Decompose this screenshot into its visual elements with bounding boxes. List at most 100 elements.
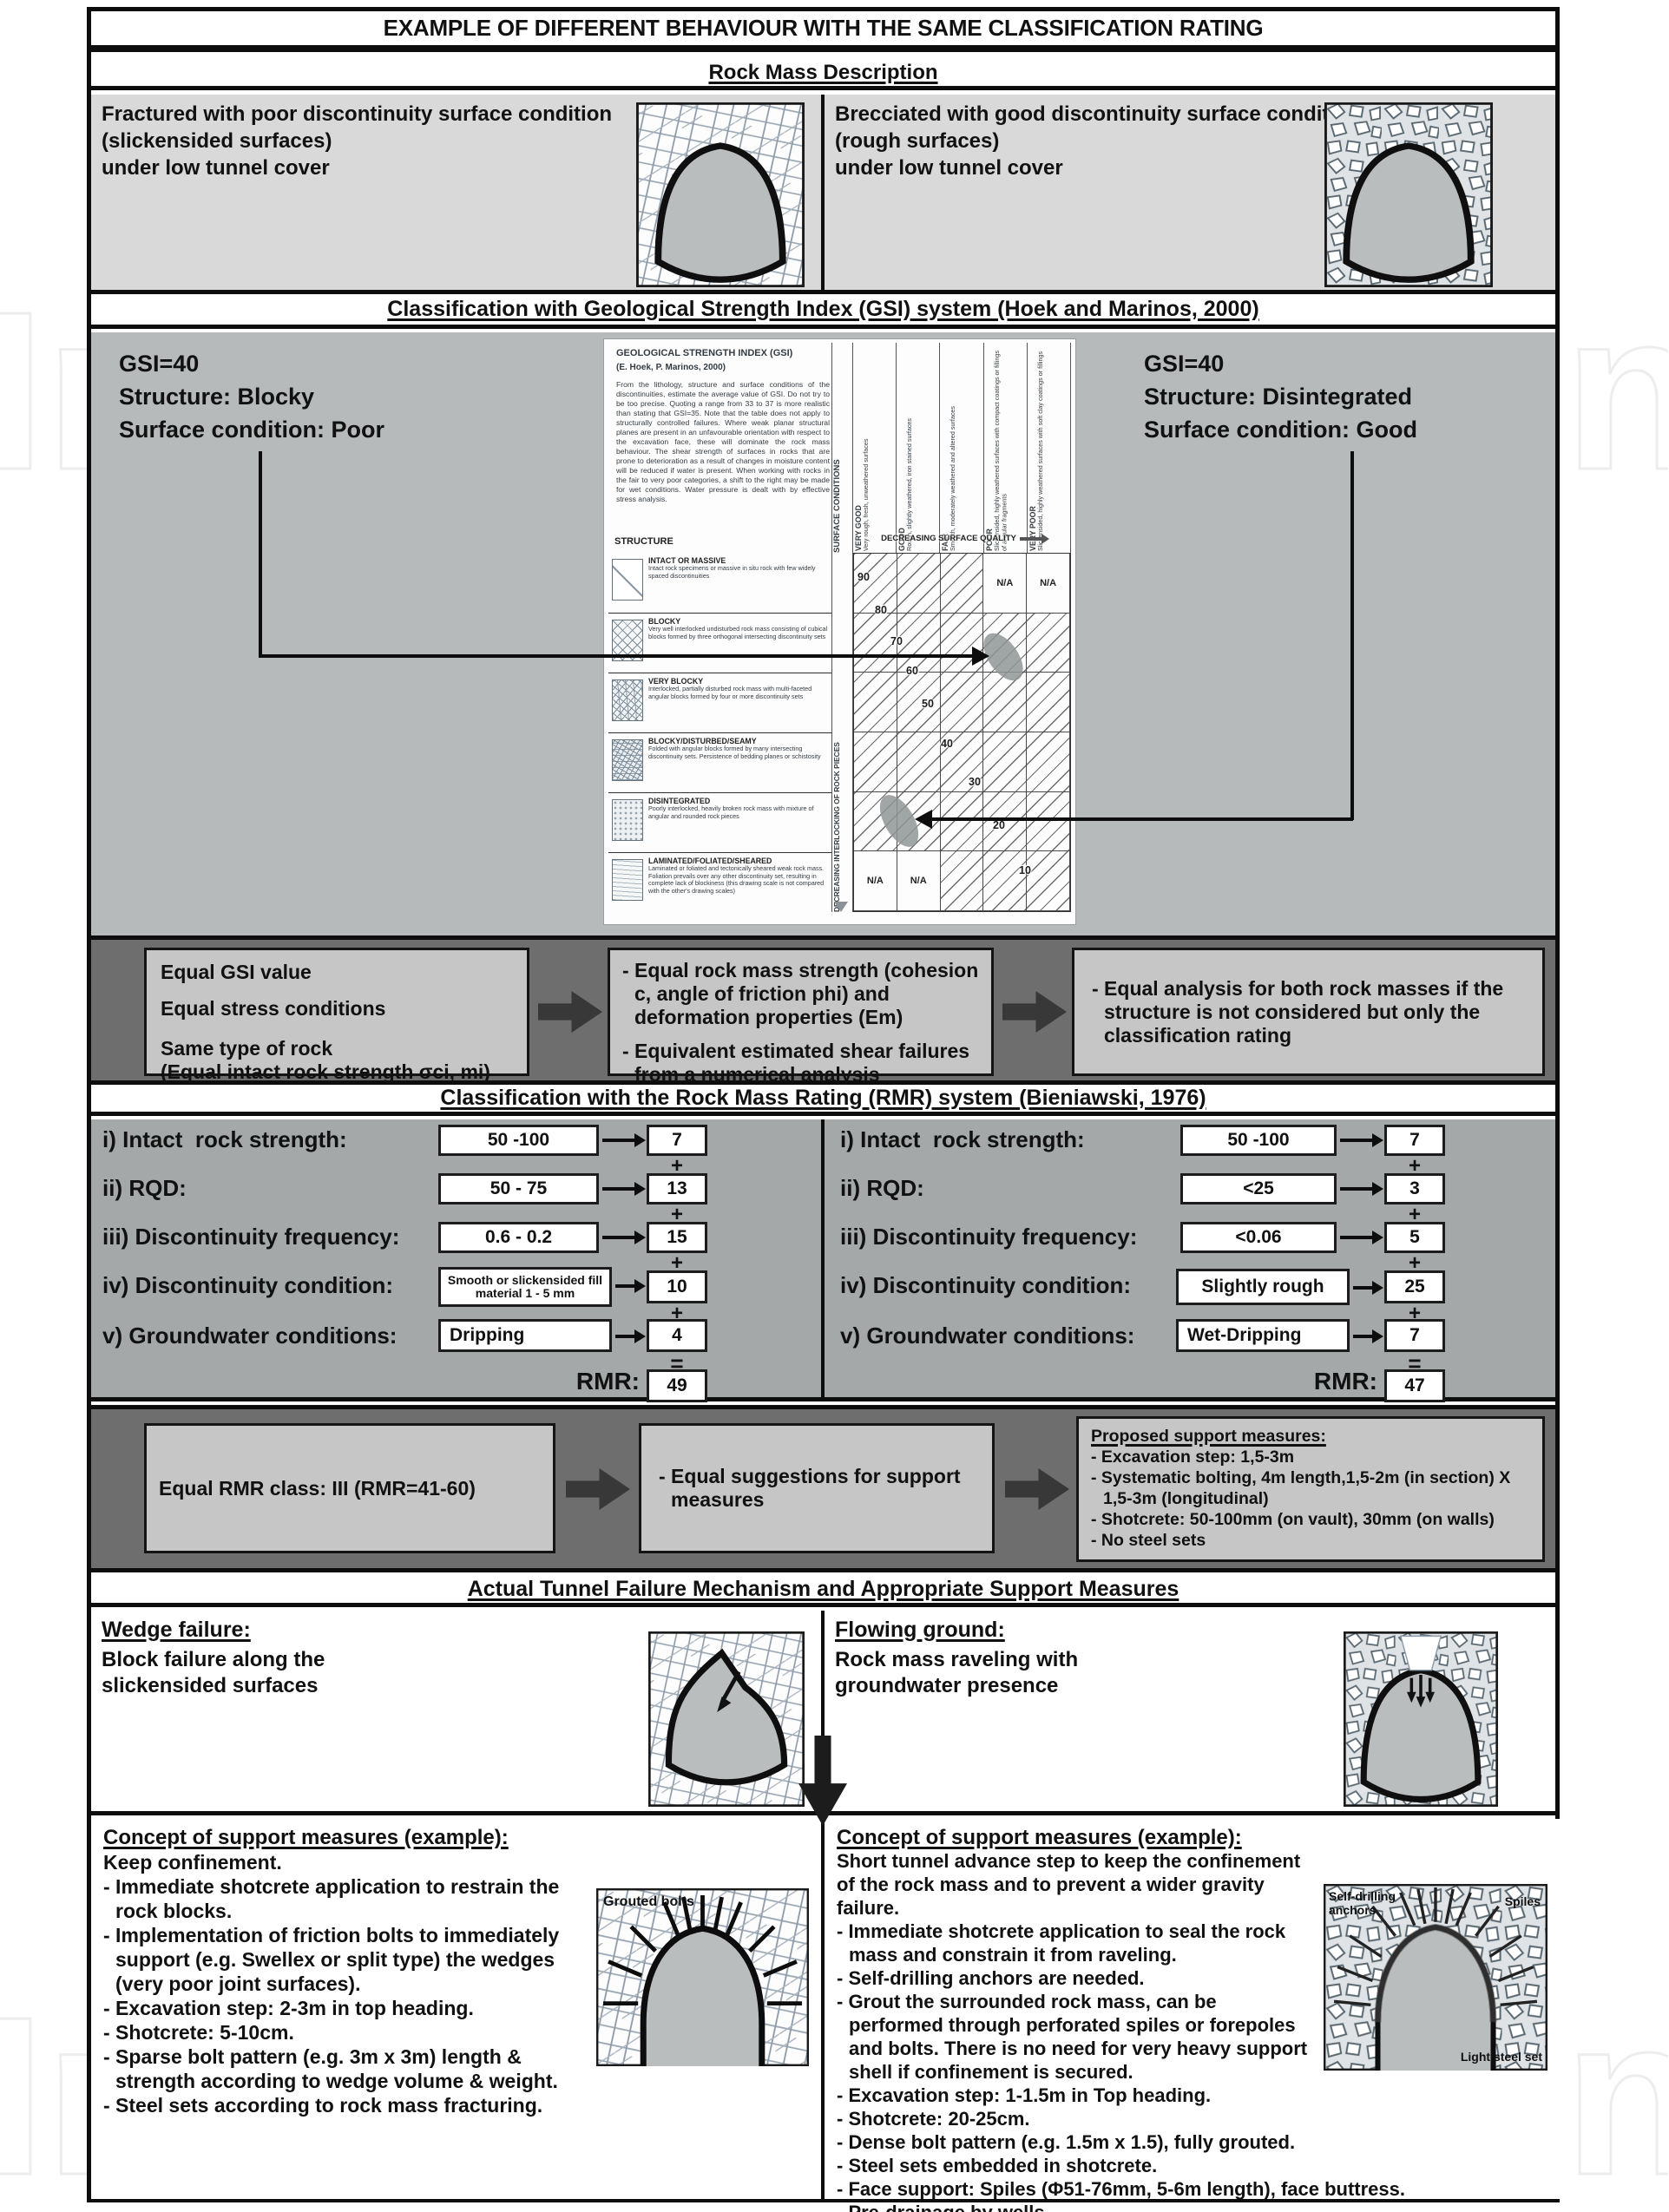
rmr-left-label-iii: iii) Discontinuity frequency: — [102, 1224, 400, 1250]
wedge-failure-desc: Block failure along the slickensided sur… — [102, 1648, 325, 1697]
gsi-cell — [940, 732, 984, 792]
gsi-col-very-good: VERY GOOD Very rough, fresh, unweathered … — [853, 343, 897, 553]
rmr-left-value-iv: 10 — [647, 1270, 707, 1303]
rock-mass-left-text: Fractured with poor discontinuity surfac… — [102, 102, 613, 180]
gsi-equal-box3: - Equal analysis for both rock masses if… — [1072, 948, 1545, 1076]
very-blocky-pattern-icon — [612, 679, 643, 721]
arrow-icon — [1340, 1182, 1383, 1195]
arrow-icon — [1353, 1329, 1383, 1342]
light-steel-set-label: Light steel set — [1460, 2050, 1542, 2064]
gsi-left-case: GSI=40 Structure: Blocky Surface conditi… — [119, 351, 385, 443]
left-connector-arrowhead-icon — [972, 647, 989, 666]
support-right-intro: Short tunnel advance step to keep the co… — [837, 1850, 1301, 1919]
gsi-chart-title: GEOLOGICAL STRENGTH INDEX (GSI) — [616, 348, 793, 358]
rmr-equal-box2: - Equal suggestions for support measures — [639, 1423, 995, 1553]
rmr-divider — [821, 1119, 825, 1401]
figure-title-bar: EXAMPLE OF DIFFERENT BEHAVIOUR WITH THE … — [91, 11, 1555, 52]
blocky-pattern-icon — [612, 620, 643, 661]
right-connector-hline — [932, 817, 1353, 821]
rmr-right-label-iii: iii) Discontinuity frequency: — [840, 1224, 1138, 1250]
laminated-pattern-icon — [612, 859, 643, 901]
rmr-equal-box1: Equal RMR class: III (RMR=41-60) — [144, 1423, 555, 1553]
arrow-icon — [1353, 1281, 1383, 1294]
gsi-chart-authors: (E. Hoek, P. Marinos, 2000) — [616, 363, 726, 372]
rmr-left-input-iv: Smooth or slickensided fill material 1 -… — [438, 1267, 612, 1307]
gsi-cell — [1027, 791, 1070, 852]
gsi-cell-na: N/A — [1027, 554, 1070, 614]
plus-sign: + — [1408, 1154, 1421, 1178]
arrow-icon — [615, 1279, 646, 1292]
gsi-cell — [854, 732, 897, 792]
rmr-right-total-value: 47 — [1384, 1369, 1445, 1402]
rmr-left-value-v: 4 — [647, 1319, 707, 1352]
gsi-cell — [897, 673, 941, 732]
gsi-row-disturbed: BLOCKY/DISTURBED/SEAMY Folded with angula… — [608, 732, 831, 792]
rmr-left-label-i: i) Intact rock strength: — [102, 1126, 347, 1152]
plus-sign: + — [670, 1154, 683, 1178]
gsi-scale-30: 30 — [969, 776, 981, 788]
gsi-cell — [983, 732, 1028, 792]
gsi-col-poor: POOR Slickensided, highly weathered surfa… — [984, 343, 1028, 553]
svg-text:In: In — [0, 266, 87, 503]
surface-conditions-strip: SURFACE CONDITIONS — [831, 343, 853, 553]
gsi-column-headers: VERY GOOD Very rough, fresh, unweathered … — [853, 343, 1071, 553]
down-arrow-icon — [834, 902, 848, 919]
arrow-icon — [1340, 1231, 1383, 1244]
arrow-icon — [602, 1231, 646, 1244]
decreasing-interlocking-label: DECREASING INTERLOCKING OF ROCK PIECES — [832, 742, 841, 912]
rmr-right-value-iv: 25 — [1384, 1270, 1445, 1303]
rmr-header-bar: Classification with the Rock Mass Rating… — [91, 1085, 1555, 1116]
rmr-left-label-iv: iv) Discontinuity condition: — [102, 1272, 394, 1298]
rmr-right-label-iv: iv) Discontinuity condition: — [840, 1272, 1132, 1298]
intact-pattern-icon — [612, 559, 643, 601]
gsi-chart-intro: From the lithology, structure and surfac… — [616, 380, 830, 503]
grouted-bolts-image: Grouted bolts — [596, 1888, 809, 2066]
rock-mass-header: Rock Mass Description — [708, 60, 938, 84]
gsi-cell — [897, 554, 941, 614]
flowing-ground-title: Flowing ground: — [835, 1618, 1005, 1642]
rmr-right-label-ii: ii) RQD: — [840, 1175, 924, 1201]
gsi-row-disintegrated: DISINTEGRATED Poorly interlocked, heavily… — [608, 792, 831, 852]
gsi-scale-80: 80 — [875, 604, 887, 616]
gsi-cell — [940, 673, 984, 732]
right-connector-vline — [1350, 451, 1354, 820]
svg-text:In: In — [0, 1971, 87, 2209]
watermark-top-right: n — [1564, 265, 1668, 504]
figure-title: EXAMPLE OF DIFFERENT BEHAVIOUR WITH THE … — [383, 15, 1264, 41]
support-divider — [821, 1819, 825, 2199]
gsi-cell — [940, 791, 984, 852]
rmr-right-value-i: 7 — [1384, 1125, 1445, 1156]
surface-conditions-label: SURFACE CONDITIONS — [832, 459, 842, 553]
gsi-cell — [897, 732, 941, 792]
rmr-left-label-ii: ii) RQD: — [102, 1175, 187, 1201]
rmr-left-value-ii: 13 — [647, 1173, 707, 1204]
gsi-right-case: GSI=40 Structure: Disintegrated Surface … — [1144, 351, 1417, 443]
gsi-chart: GEOLOGICAL STRENGTH INDEX (GSI) (E. Hoek… — [603, 338, 1076, 925]
gsi-cell — [897, 791, 941, 852]
plus-sign: + — [670, 1251, 683, 1275]
gsi-cell — [983, 791, 1028, 852]
flowing-ground-desc: Rock mass raveling with groundwater pres… — [835, 1648, 1079, 1697]
support-right-cell: Concept of support measures (example): S… — [825, 1819, 1560, 2212]
rmr-right-input-ii: <25 — [1180, 1173, 1337, 1204]
left-connector-hline — [259, 654, 972, 658]
gsi-structure-rows: INTACT OR MASSIVE Intact rock specimens o… — [608, 553, 831, 912]
failure-header: Actual Tunnel Failure Mechanism and Appr… — [467, 1577, 1179, 1601]
grouted-bolts-label: Grouted bolts — [603, 1894, 694, 1909]
gsi-scale-40: 40 — [941, 738, 953, 750]
gsi-row-laminated: LAMINATED/FOLIATED/SHEARED Laminated or f… — [608, 852, 831, 912]
gsi-cell — [1027, 732, 1070, 792]
flowing-ground-image — [1344, 1631, 1498, 1807]
rmr-right-label-i: i) Intact rock strength: — [840, 1126, 1085, 1152]
rmr-left-label-v: v) Groundwater conditions: — [102, 1323, 398, 1349]
gsi-col-fair: FAIR Smooth, moderately weathered and alt… — [940, 343, 984, 553]
gsi-scale-70: 70 — [890, 635, 903, 647]
rmr-right-input-iv: Slightly rough — [1176, 1269, 1350, 1305]
failure-header-bar: Actual Tunnel Failure Mechanism and Appr… — [91, 1576, 1555, 1607]
wedge-failure-image — [648, 1631, 805, 1807]
gsi-cell-na: N/A — [854, 851, 897, 911]
rmr-right-input-v: Wet-Dripping — [1176, 1319, 1350, 1352]
gsi-equal-box2: - Equal rock mass strength (cohesion c, … — [608, 948, 994, 1086]
rmr-left-total-value: 49 — [647, 1369, 707, 1402]
